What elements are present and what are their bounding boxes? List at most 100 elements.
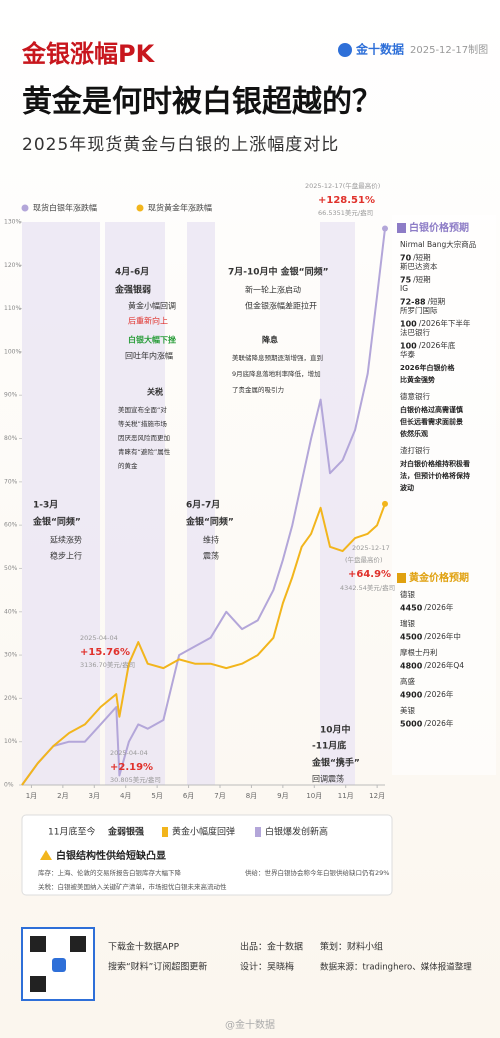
forecast-source: 瑞银	[400, 618, 415, 628]
qr-block	[30, 936, 46, 952]
annotation: 黄金小幅回调	[128, 301, 176, 311]
panel-title: 黄金价格预期	[409, 571, 469, 584]
y-tick-label: 110%	[4, 305, 21, 312]
forecast-note: /短期	[413, 274, 431, 284]
x-tick-label: 5月	[151, 792, 162, 800]
legend-label: 现货白银年涨跌幅	[33, 203, 97, 213]
annotation: 了贵金属的吸引力	[232, 385, 284, 394]
annotation: +2.19%	[110, 762, 153, 773]
search: 搜索“财料”订阅超图更新	[108, 961, 207, 973]
y-tick-label: 0%	[4, 782, 14, 789]
annotation: 延续涨势	[50, 535, 82, 545]
gold-note: 黄金小幅度回弹	[172, 826, 235, 838]
annotation: 稳步上行	[50, 551, 82, 561]
x-tick-label: 11月	[338, 792, 354, 800]
annotation: 2025-12-17	[352, 544, 390, 552]
x-tick-label: 2月	[57, 792, 68, 800]
forecast-source: 斯巴达资本	[400, 261, 438, 271]
panel-icon	[397, 223, 406, 233]
annotation: (午盘最高价)	[345, 555, 383, 564]
annotation: 新一轮上涨启动	[245, 285, 301, 295]
planner: 策划：财料小组	[320, 941, 383, 953]
supply: 供给：世界白银协会称今年白银供给缺口仍有29%	[245, 868, 389, 877]
x-tick-label: 1月	[26, 792, 37, 800]
y-tick-label: 40%	[4, 608, 18, 615]
summary-period: 11月底至今	[48, 826, 95, 838]
annotation: 维持	[203, 535, 219, 545]
forecast-source: 摩根士丹利	[400, 647, 438, 657]
annotation: 的黄金	[118, 461, 138, 470]
forecast-value: 75	[400, 276, 412, 285]
legend-swatch	[21, 204, 29, 212]
forecast-value: 4900	[400, 691, 423, 700]
annotation: 金银“同频”	[185, 516, 234, 528]
annotation: 因厌恶风险而更加	[118, 433, 170, 442]
qr-logo	[52, 958, 66, 972]
annotation: 等关税”措施市场	[118, 419, 167, 428]
annotation: 白银大幅下挫	[128, 335, 176, 345]
tag: 金银涨幅PK	[21, 40, 156, 68]
forecast-note: /短期	[428, 296, 446, 306]
stock: 库存：上海、伦敦的交易所报告白银库存大幅下降	[38, 868, 182, 877]
annotation: 2025-04-04	[80, 634, 118, 642]
end-point	[382, 500, 388, 507]
annotation: 2025-12-17(午盘最高价)	[305, 181, 380, 190]
forecast-note: /2026年	[424, 602, 454, 612]
x-tick-label: 3月	[89, 792, 100, 800]
forecast-note: /2026年Q4	[424, 660, 464, 670]
annotation: 回调震荡	[312, 774, 344, 784]
y-tick-label: 30%	[4, 652, 18, 659]
annotation: 关税	[147, 387, 163, 397]
annotation: 1-3月	[33, 500, 58, 511]
forecast-line: 依然乐观	[400, 429, 428, 438]
annotation: 金银“同频”	[32, 516, 81, 528]
band	[320, 222, 355, 785]
y-tick-label: 60%	[4, 522, 18, 529]
panel-title: 白银价格预期	[409, 221, 469, 234]
annotation: 后重新向上	[128, 316, 168, 326]
band	[187, 222, 215, 785]
forecast-source: 高盛	[400, 676, 415, 686]
forecast-value: 100	[400, 342, 417, 351]
date: 2025-12-17制图	[410, 43, 488, 56]
y-tick-label: 50%	[4, 565, 18, 572]
annotation: 10月中	[320, 724, 351, 736]
tariff: 关税：白银被美国纳入关键矿产清单，市场担忧白银未来高流动性	[38, 882, 227, 891]
logo: 金十数据	[355, 42, 404, 57]
forecast-source: 华泰	[400, 349, 415, 359]
icon	[162, 827, 168, 837]
x-tick-label: 9月	[277, 792, 288, 800]
subtitle: 2025年现货黄金与白银的上涨幅度对比	[22, 135, 339, 155]
forecast-note: /2026年下半年	[419, 318, 471, 328]
summary-headline: 金弱银强	[107, 826, 144, 838]
y-tick-label: 80%	[4, 435, 18, 442]
annotation: 回吐年内涨幅	[125, 351, 173, 361]
period-bands	[22, 222, 355, 785]
forecast-value: 4450	[400, 604, 423, 613]
forecast-line: 对白银价格维持积极看	[400, 459, 470, 468]
band	[22, 222, 100, 785]
annotation: 6月-7月	[186, 500, 220, 511]
annotation: 降息	[262, 335, 278, 345]
forecast-note: /2026年	[424, 718, 454, 728]
qr-code	[21, 927, 95, 1001]
series-line	[21, 228, 386, 786]
annotation: 青睐有“避险”属性	[118, 447, 171, 456]
series-line	[21, 503, 386, 786]
x-tick-label: 10月	[306, 792, 322, 800]
annotation: 7月-10月中 金银“同频”	[228, 266, 329, 278]
forecast-value: 100	[400, 320, 417, 329]
forecast-note: /2026年中	[424, 631, 461, 641]
annotation: 66.5351美元/盎司	[318, 208, 373, 217]
annotation: 金银“携手”	[311, 757, 360, 769]
title: 黄金是何时被白银超越的？	[22, 85, 382, 120]
forecast-line: 但长远看需求面前景	[399, 417, 463, 426]
forecast-line: 2026年白银价格	[400, 363, 455, 372]
forecast-source: 德意银行	[400, 391, 430, 401]
forecast-note: /2026年底	[419, 340, 456, 350]
y-tick-label: 20%	[4, 695, 18, 702]
legend-swatch	[136, 204, 144, 212]
annotation: 3136.70美元/盎司	[80, 660, 135, 669]
annotation: 金强银弱	[114, 284, 151, 296]
icon	[255, 827, 261, 837]
